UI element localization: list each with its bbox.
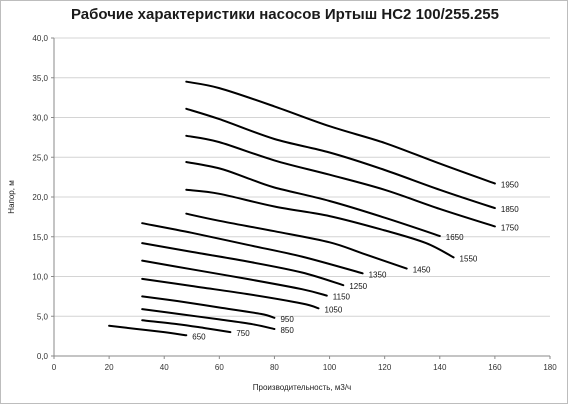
curve-850 (141, 308, 276, 330)
curve-label-1550: 1550 (460, 254, 478, 263)
curve-1950 (185, 80, 496, 185)
curve-1450 (185, 212, 408, 270)
y-tick-label: 10,0 (32, 273, 48, 282)
x-tick-label: 100 (323, 363, 337, 372)
curve-950 (141, 295, 276, 319)
curve-1050 (141, 277, 320, 310)
y-tick-label: 30,0 (32, 114, 48, 123)
curve-1350 (141, 222, 364, 275)
curve-label-1250: 1250 (349, 282, 367, 291)
x-tick-label: 120 (378, 363, 392, 372)
y-tick-label: 15,0 (32, 233, 48, 242)
curve-label-1150: 1150 (333, 293, 351, 302)
y-tick-label: 5,0 (37, 312, 49, 321)
curve-label-750: 750 (236, 329, 250, 338)
curve-label-1750: 1750 (501, 223, 519, 232)
curve-label-1650: 1650 (446, 233, 464, 242)
y-axis-label: Напор, м (7, 180, 16, 213)
x-tick-label: 180 (543, 363, 557, 372)
y-tick-label: 25,0 (32, 153, 48, 162)
curves (108, 80, 496, 337)
curve-650 (108, 324, 188, 337)
x-tick-label: 140 (433, 363, 447, 372)
curve-label-950: 950 (280, 315, 294, 324)
y-tick-label: 35,0 (32, 74, 48, 83)
y-tick-labels: 0,0 5,0 10,0 15,0 20,0 25,0 30,0 35,0 40,0 (32, 34, 54, 361)
y-tick-label: 0,0 (37, 352, 49, 361)
x-tick-label: 160 (488, 363, 502, 372)
curve-label-1050: 1050 (325, 305, 343, 314)
curve-1550 (185, 188, 455, 259)
curve-label-1450: 1450 (413, 266, 431, 275)
curve-label-1850: 1850 (501, 205, 519, 214)
x-tick-label: 80 (270, 363, 279, 372)
curve-label-1350: 1350 (369, 270, 387, 279)
x-tick-label: 0 (52, 363, 57, 372)
curve-1650 (185, 161, 441, 237)
curve-1250 (141, 242, 345, 287)
curve-label-850: 850 (280, 326, 294, 335)
x-axis-label: Производительность, м3/ч (253, 383, 351, 392)
curve-label-650: 650 (192, 332, 206, 341)
x-tick-label: 60 (215, 363, 224, 372)
curve-750 (141, 319, 232, 334)
curve-label-1950: 1950 (501, 180, 519, 189)
curve-1150 (141, 259, 328, 297)
chart-title: Рабочие характеристики насосов Иртыш НС2… (71, 6, 499, 23)
x-tick-label: 20 (105, 363, 114, 372)
y-tick-label: 20,0 (32, 193, 48, 202)
y-tick-label: 40,0 (32, 34, 48, 43)
curve-1850 (185, 107, 496, 210)
x-tick-label: 40 (160, 363, 169, 372)
curve-1750 (185, 134, 496, 228)
x-tick-labels: 0 20 40 60 80 100 120 140 160 180 (52, 356, 557, 372)
